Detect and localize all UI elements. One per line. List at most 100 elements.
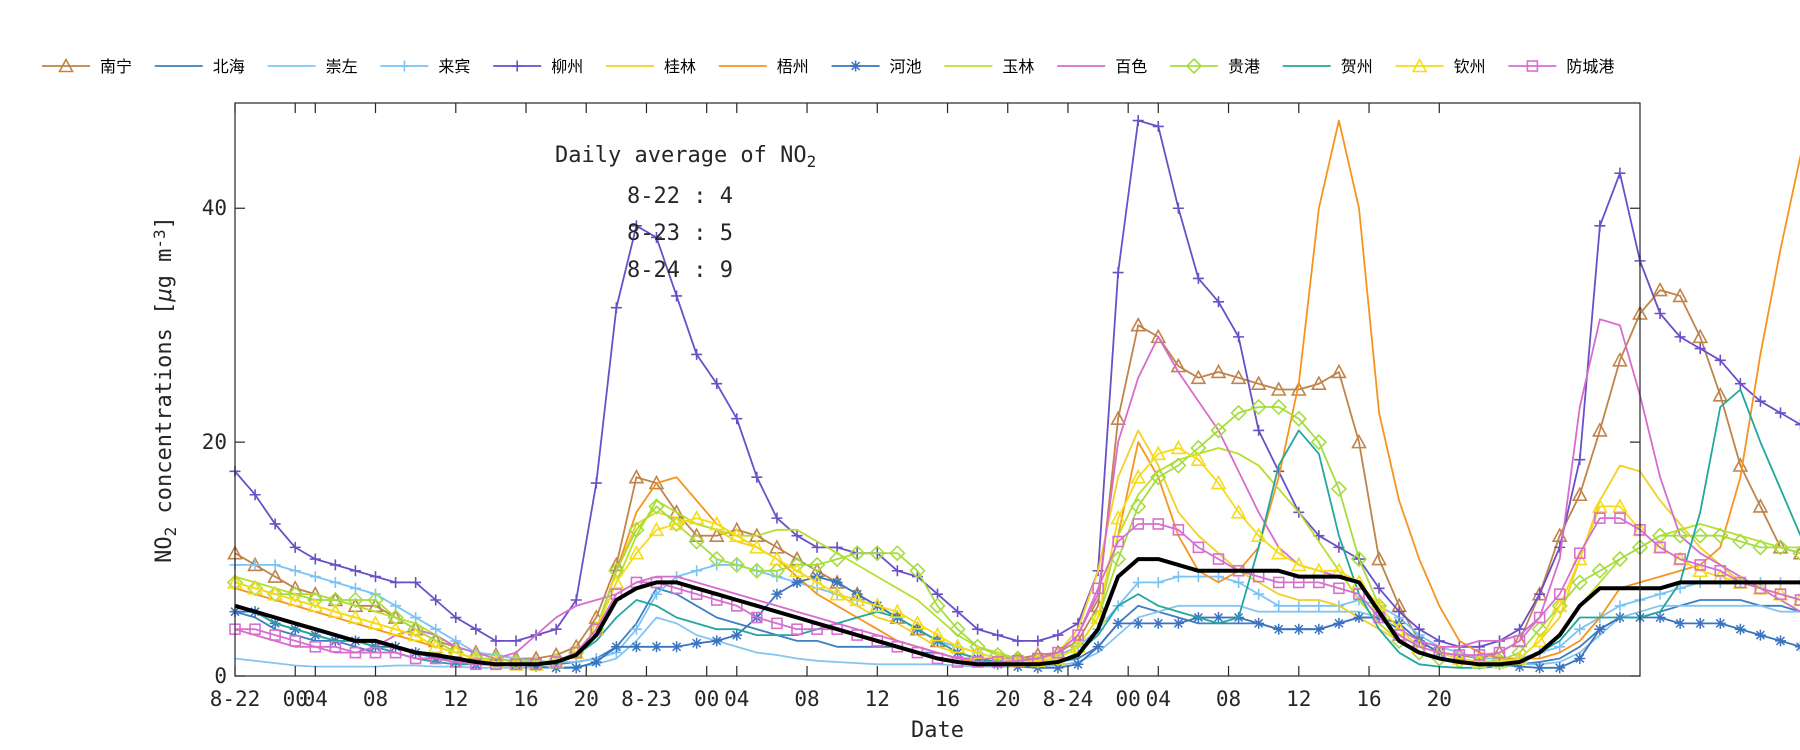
data-point xyxy=(909,615,926,630)
data-point xyxy=(369,646,382,659)
legend-label: 北海 xyxy=(213,57,245,76)
data-point xyxy=(1531,632,1548,648)
legend-label: 贺州 xyxy=(1341,57,1373,76)
daily-average-annotation: Daily average of NO2 8-22 : 4 8-23 : 5 8-24… xyxy=(555,143,816,283)
data-point xyxy=(1672,287,1688,303)
data-point xyxy=(327,603,344,618)
data-point xyxy=(1714,617,1726,629)
data-point xyxy=(349,646,362,659)
data-point xyxy=(289,635,302,647)
data-point xyxy=(269,559,281,571)
legend-item: 防城港 xyxy=(1508,57,1614,76)
data-point xyxy=(349,565,361,577)
data-point xyxy=(1471,653,1488,669)
data-point xyxy=(1652,281,1668,297)
data-point xyxy=(570,594,582,606)
data-point xyxy=(590,656,602,668)
data-point xyxy=(1692,328,1709,344)
data-point xyxy=(1210,363,1227,379)
data-point xyxy=(691,565,703,577)
data-point xyxy=(688,533,705,550)
data-point xyxy=(1112,617,1124,629)
x-axis-label: Date xyxy=(911,718,964,743)
data-point xyxy=(1112,267,1124,279)
data-point xyxy=(1694,617,1706,629)
data-point xyxy=(771,617,783,630)
data-point xyxy=(1192,272,1204,284)
data-point xyxy=(628,545,645,560)
data-point xyxy=(1333,582,1345,595)
series-柳州 xyxy=(229,115,1800,653)
data-point xyxy=(691,348,703,360)
data-point xyxy=(1250,398,1267,416)
data-point xyxy=(407,621,424,638)
data-point xyxy=(1110,550,1127,568)
data-point xyxy=(1290,410,1307,427)
data-point xyxy=(929,597,946,614)
data-point xyxy=(1534,588,1546,600)
x-tick-label: 00 xyxy=(283,687,308,711)
x-tick-label: 8-23 xyxy=(621,687,672,711)
data-point xyxy=(1612,498,1628,513)
data-point xyxy=(691,637,703,649)
data-point xyxy=(1571,574,1588,591)
x-tick-label: 04 xyxy=(1146,687,1171,711)
data-point xyxy=(1674,331,1686,343)
data-point xyxy=(347,591,364,609)
data-point xyxy=(1190,369,1207,385)
data-point xyxy=(1734,623,1746,635)
data-point xyxy=(1253,424,1265,436)
data-point xyxy=(949,621,966,638)
data-point xyxy=(711,635,723,647)
data-point xyxy=(1614,512,1626,524)
legend-label: 贵港 xyxy=(1228,57,1260,76)
data-point xyxy=(1213,296,1224,308)
data-point xyxy=(668,515,685,533)
data-point xyxy=(1130,469,1147,484)
legend-item: 柳州 xyxy=(493,57,583,76)
data-point xyxy=(889,545,906,562)
data-point xyxy=(1110,509,1126,525)
legend-label: 柳州 xyxy=(551,57,583,76)
data-point xyxy=(1692,527,1709,544)
data-point xyxy=(1554,662,1566,674)
data-point xyxy=(1794,594,1800,606)
x-tick-label: 16 xyxy=(513,687,538,711)
data-point xyxy=(1654,541,1666,554)
data-point xyxy=(1311,375,1327,390)
legend-marker xyxy=(511,60,523,72)
plot-frame xyxy=(234,102,1641,677)
data-point xyxy=(1052,629,1064,641)
annotation-title: Daily average of NO2 xyxy=(555,143,816,171)
data-point xyxy=(1772,539,1789,556)
data-point xyxy=(1250,527,1267,542)
data-point xyxy=(1290,556,1307,572)
data-point xyxy=(1732,457,1749,472)
data-point xyxy=(1371,550,1387,566)
data-point xyxy=(1732,533,1749,550)
data-point xyxy=(530,661,542,673)
data-point xyxy=(1172,617,1184,629)
data-point xyxy=(708,550,725,568)
data-point xyxy=(1752,498,1769,513)
data-point xyxy=(1531,621,1548,638)
data-point xyxy=(590,477,602,489)
data-point xyxy=(1230,404,1247,422)
data-point xyxy=(307,591,324,609)
series-average xyxy=(234,557,1800,667)
data-point xyxy=(1554,641,1566,653)
data-point xyxy=(407,626,424,642)
data-point xyxy=(1654,612,1666,624)
data-point xyxy=(1574,623,1586,635)
data-point xyxy=(470,623,482,635)
data-point xyxy=(1674,617,1686,629)
data-point xyxy=(1373,582,1385,594)
legend-marker xyxy=(850,60,862,72)
annotation-line: 8-22 : 4 xyxy=(627,184,733,209)
legend-label: 钦州 xyxy=(1454,57,1486,76)
data-point xyxy=(771,571,783,583)
data-point xyxy=(668,515,685,531)
data-point xyxy=(731,413,743,425)
data-point xyxy=(1573,547,1586,560)
data-point xyxy=(1351,433,1367,449)
